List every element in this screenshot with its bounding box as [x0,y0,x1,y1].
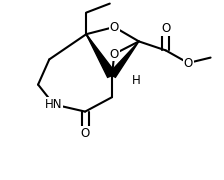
Text: H: H [132,74,141,87]
Text: O: O [183,57,193,69]
Text: HN: HN [45,98,62,111]
Text: O: O [161,22,170,35]
Polygon shape [109,41,139,77]
Polygon shape [86,34,116,77]
Text: O: O [110,21,119,33]
Text: O: O [80,127,90,140]
Text: O: O [110,48,119,60]
